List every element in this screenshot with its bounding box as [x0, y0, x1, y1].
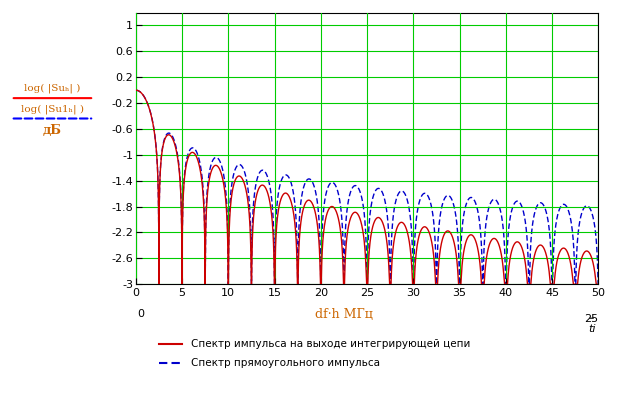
Text: дБ: дБ	[43, 124, 62, 137]
Text: Спектр прямоугольного импульса: Спектр прямоугольного импульса	[191, 358, 380, 368]
Text: Спектр импульса на выходе интегрирующей цепи: Спектр импульса на выходе интегрирующей …	[191, 339, 471, 349]
Text: log( |Su1ₕ| ): log( |Su1ₕ| )	[21, 104, 84, 114]
Text: ti: ti	[588, 324, 595, 334]
Text: df·h МГц: df·h МГц	[315, 308, 373, 321]
Text: 25: 25	[584, 314, 598, 324]
Text: 0: 0	[137, 309, 144, 319]
Text: log( |Suₕ| ): log( |Suₕ| )	[24, 84, 81, 94]
